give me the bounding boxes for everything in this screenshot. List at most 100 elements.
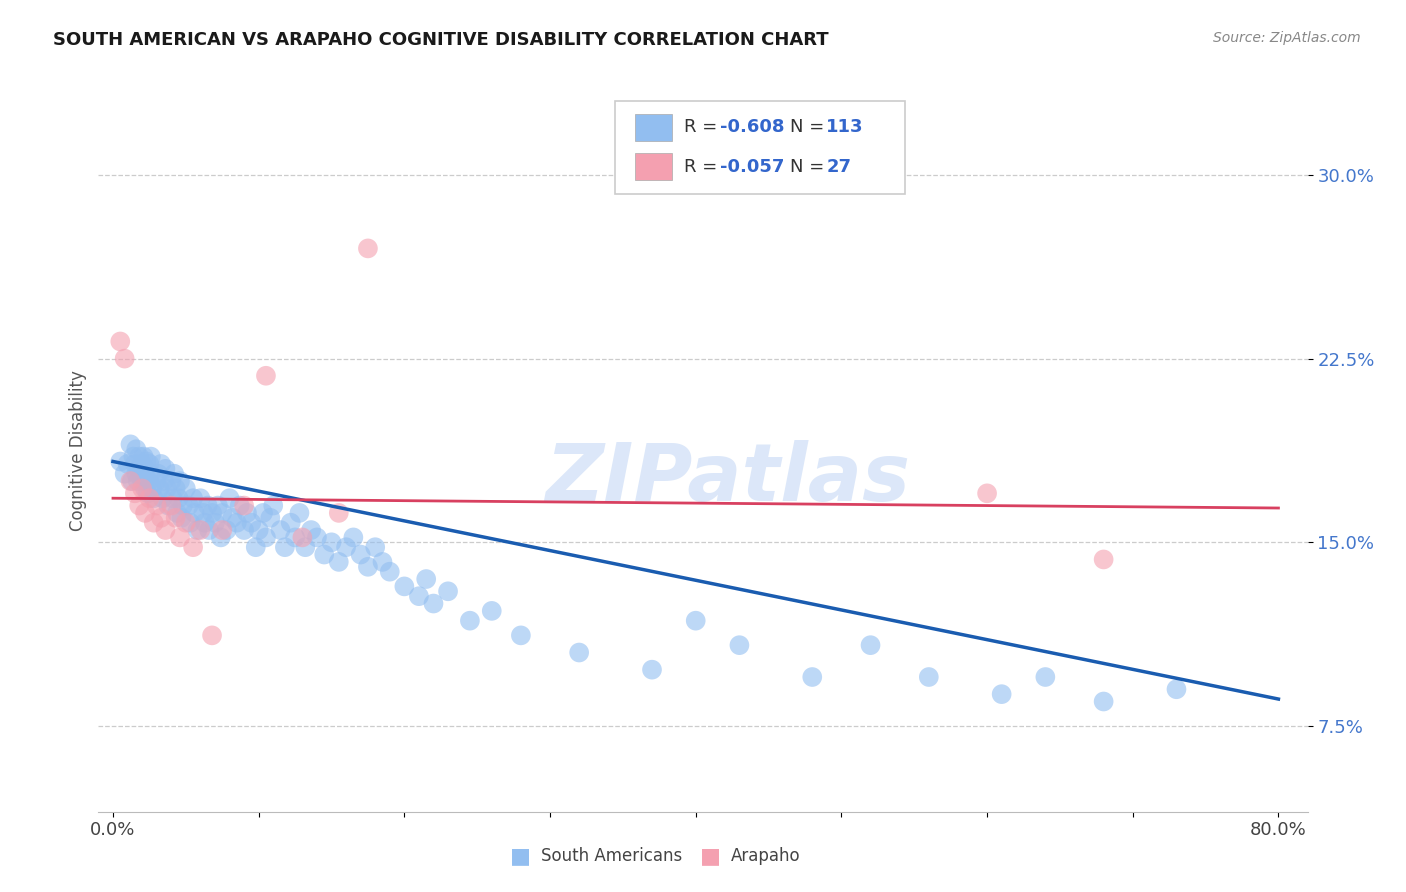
Point (1166, 682, 1188, 697)
Point (252, 506, 274, 520)
Point (294, 540, 316, 554)
Point (481, 604, 503, 618)
Text: -0.608: -0.608 (720, 119, 785, 136)
Point (357, 559, 380, 574)
Point (976, 486, 998, 500)
Point (236, 506, 259, 520)
Point (314, 548, 336, 562)
Point (139, 450, 162, 464)
Point (124, 486, 146, 500)
Point (134, 482, 156, 496)
Point (145, 499, 167, 513)
Point (139, 467, 162, 481)
Point (1033, 670, 1056, 684)
Point (350, 548, 373, 562)
Point (225, 516, 247, 530)
Point (568, 646, 591, 660)
Point (150, 511, 173, 525)
Point (181, 540, 204, 554)
Point (155, 523, 177, 537)
Point (155, 462, 177, 476)
Point (288, 506, 311, 520)
Point (142, 516, 165, 530)
Text: N =: N = (790, 119, 830, 136)
Point (134, 506, 156, 520)
Point (357, 241, 380, 255)
Point (328, 555, 350, 569)
Point (174, 516, 197, 530)
Point (167, 491, 190, 506)
Text: N =: N = (790, 158, 830, 176)
Point (641, 663, 664, 677)
Point (335, 540, 357, 554)
Point (328, 506, 350, 520)
Point (364, 540, 387, 554)
Point (135, 472, 157, 486)
Point (138, 491, 160, 506)
Point (194, 516, 217, 530)
Text: Arapaho: Arapaho (731, 847, 801, 865)
Point (177, 499, 200, 513)
Point (685, 614, 707, 628)
Point (394, 579, 416, 593)
Point (509, 628, 531, 642)
Point (299, 523, 322, 537)
Point (132, 450, 155, 464)
Point (128, 499, 150, 513)
Point (114, 351, 136, 366)
Point (801, 670, 824, 684)
Text: ZIPatlas: ZIPatlas (544, 441, 910, 518)
Point (131, 457, 153, 471)
Point (321, 535, 343, 549)
Point (153, 474, 176, 488)
Point (131, 482, 153, 496)
Text: South Americans: South Americans (541, 847, 682, 865)
Text: ■: ■ (510, 847, 530, 866)
Point (152, 491, 174, 506)
Y-axis label: Cognitive Disability: Cognitive Disability (69, 370, 87, 531)
Point (415, 572, 437, 586)
Point (259, 511, 281, 525)
Text: R =: R = (683, 158, 723, 176)
Point (342, 530, 364, 544)
Point (136, 486, 159, 500)
Point (209, 530, 232, 544)
Point (169, 530, 191, 544)
Point (125, 467, 148, 481)
Point (150, 457, 173, 471)
Point (262, 499, 284, 513)
Point (146, 467, 169, 481)
Point (918, 670, 941, 684)
Point (160, 474, 183, 488)
Text: ■: ■ (700, 847, 720, 866)
Point (1092, 694, 1115, 708)
Point (291, 530, 314, 544)
Point (221, 511, 243, 525)
Point (165, 511, 187, 525)
Point (254, 368, 277, 383)
Point (728, 638, 751, 652)
Point (132, 467, 155, 481)
Point (218, 491, 240, 506)
Text: SOUTH AMERICAN VS ARAPAHO COGNITIVE DISABILITY CORRELATION CHART: SOUTH AMERICAN VS ARAPAHO COGNITIVE DISA… (53, 31, 830, 49)
Point (305, 530, 328, 544)
Text: 27: 27 (827, 158, 852, 176)
Point (165, 482, 187, 496)
Point (129, 467, 152, 481)
Point (215, 523, 238, 537)
Point (437, 584, 460, 599)
Point (114, 467, 136, 481)
Point (186, 523, 208, 537)
Point (179, 516, 201, 530)
Point (229, 499, 252, 513)
Point (458, 614, 481, 628)
Point (247, 523, 270, 537)
Point (201, 506, 224, 520)
Point (117, 457, 139, 471)
Point (125, 442, 148, 457)
FancyBboxPatch shape (614, 102, 905, 194)
Point (145, 474, 167, 488)
Point (138, 474, 160, 488)
Point (422, 597, 444, 611)
Point (181, 491, 204, 506)
